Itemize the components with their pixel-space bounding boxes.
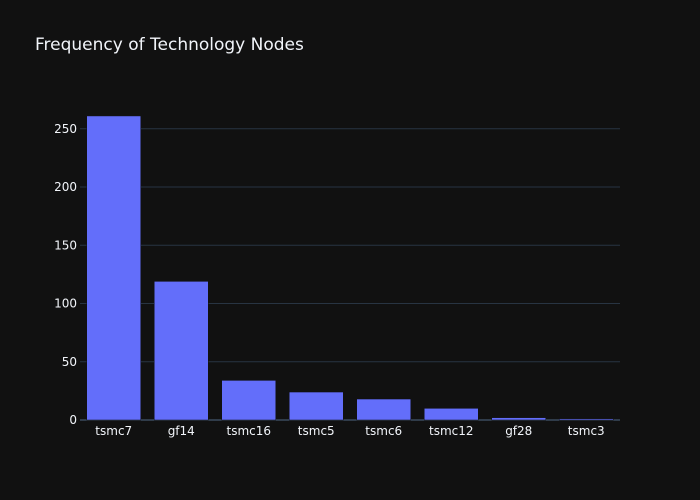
bars (86, 115, 614, 421)
y-tick-label: 200 (54, 180, 77, 194)
y-tick-label: 150 (54, 238, 77, 252)
y-tick-label: 100 (54, 297, 77, 311)
x-tick-label: tsmc16 (226, 424, 271, 438)
x-tick-label: tsmc6 (365, 424, 402, 438)
y-tick-label: 250 (54, 122, 77, 136)
x-tick-label: tsmc7 (95, 424, 132, 438)
y-tick-label: 50 (62, 355, 77, 369)
bar-tsmc3 (559, 418, 614, 421)
x-tick-label: tsmc3 (568, 424, 605, 438)
chart-title: Frequency of Technology Nodes (35, 35, 304, 55)
x-axis-ticks: tsmc7 gf14 tsmc16 tsmc5 tsmc6 tsmc12 gf28 tsmc3 (95, 424, 604, 438)
bar-tsmc7 (86, 115, 141, 421)
x-tick-label: tsmc5 (298, 424, 335, 438)
x-tick-label: gf28 (505, 424, 532, 438)
bar-gf14 (154, 281, 209, 421)
bar-tsmc16 (221, 380, 276, 421)
bar-tsmc6 (356, 398, 411, 421)
y-tick-label: 0 (69, 413, 77, 427)
x-tick-label: tsmc12 (429, 424, 474, 438)
bar-tsmc12 (424, 408, 479, 421)
y-axis-ticks: 0 50 100 150 200 250 (54, 122, 77, 427)
bar-gf28 (491, 417, 546, 421)
x-tick-label: gf14 (168, 424, 195, 438)
bar-tsmc5 (289, 391, 344, 421)
